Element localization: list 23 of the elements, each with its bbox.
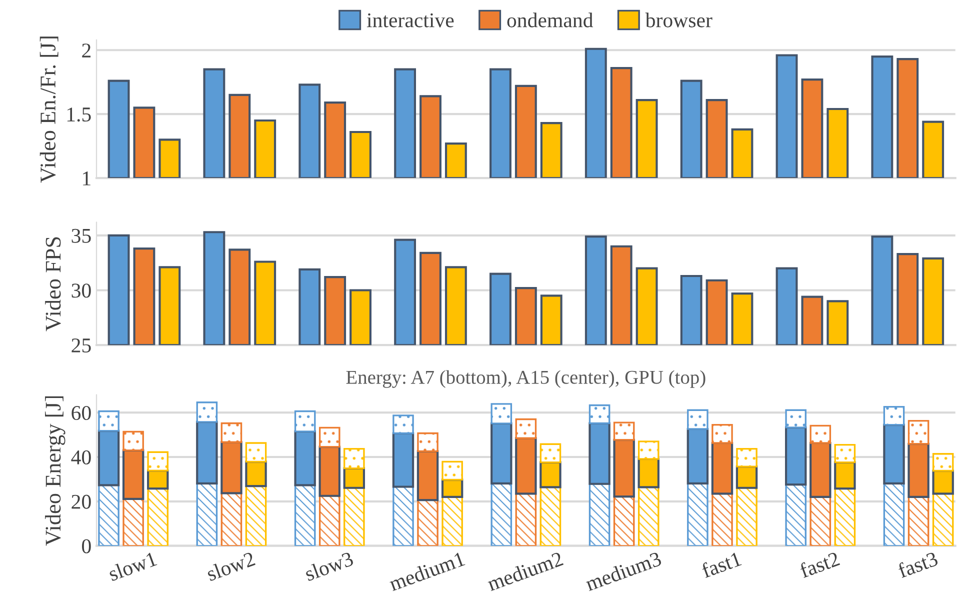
x-tick-label: slow2 bbox=[206, 551, 256, 582]
y-axis-title: Video Energy [J] bbox=[45, 396, 66, 546]
legend-label: interactive bbox=[366, 13, 454, 28]
y-tick-label: 0 bbox=[82, 539, 91, 554]
x-tick-label: fast1 bbox=[700, 550, 742, 578]
y-tick-label: 30 bbox=[72, 284, 91, 298]
x-tick-label: fast2 bbox=[798, 550, 840, 578]
y-axis-title: Video FPS bbox=[45, 237, 61, 332]
x-tick-label: slow1 bbox=[107, 551, 158, 582]
chart-title: Energy: A7 (bottom), A15 (center), GPU (top) bbox=[346, 370, 706, 388]
y-tick-label: 60 bbox=[72, 406, 91, 420]
y-tick-label: 20 bbox=[72, 494, 91, 509]
y-tick-label: 25 bbox=[72, 338, 91, 352]
y-tick-label: 1 bbox=[83, 172, 90, 186]
y-tick-label: 35 bbox=[72, 228, 91, 243]
legend-label: ondemand bbox=[507, 12, 594, 28]
y-axis-title: Video En./Fr. [J] bbox=[40, 36, 58, 183]
y-tick-label: 2 bbox=[82, 44, 90, 58]
y-tick-label: 40 bbox=[71, 450, 91, 464]
x-tick-label: fast3 bbox=[896, 550, 939, 578]
legend-label: browser bbox=[645, 12, 712, 28]
x-tick-label: slow3 bbox=[304, 550, 354, 582]
y-tick-label: 1.5 bbox=[67, 108, 91, 122]
